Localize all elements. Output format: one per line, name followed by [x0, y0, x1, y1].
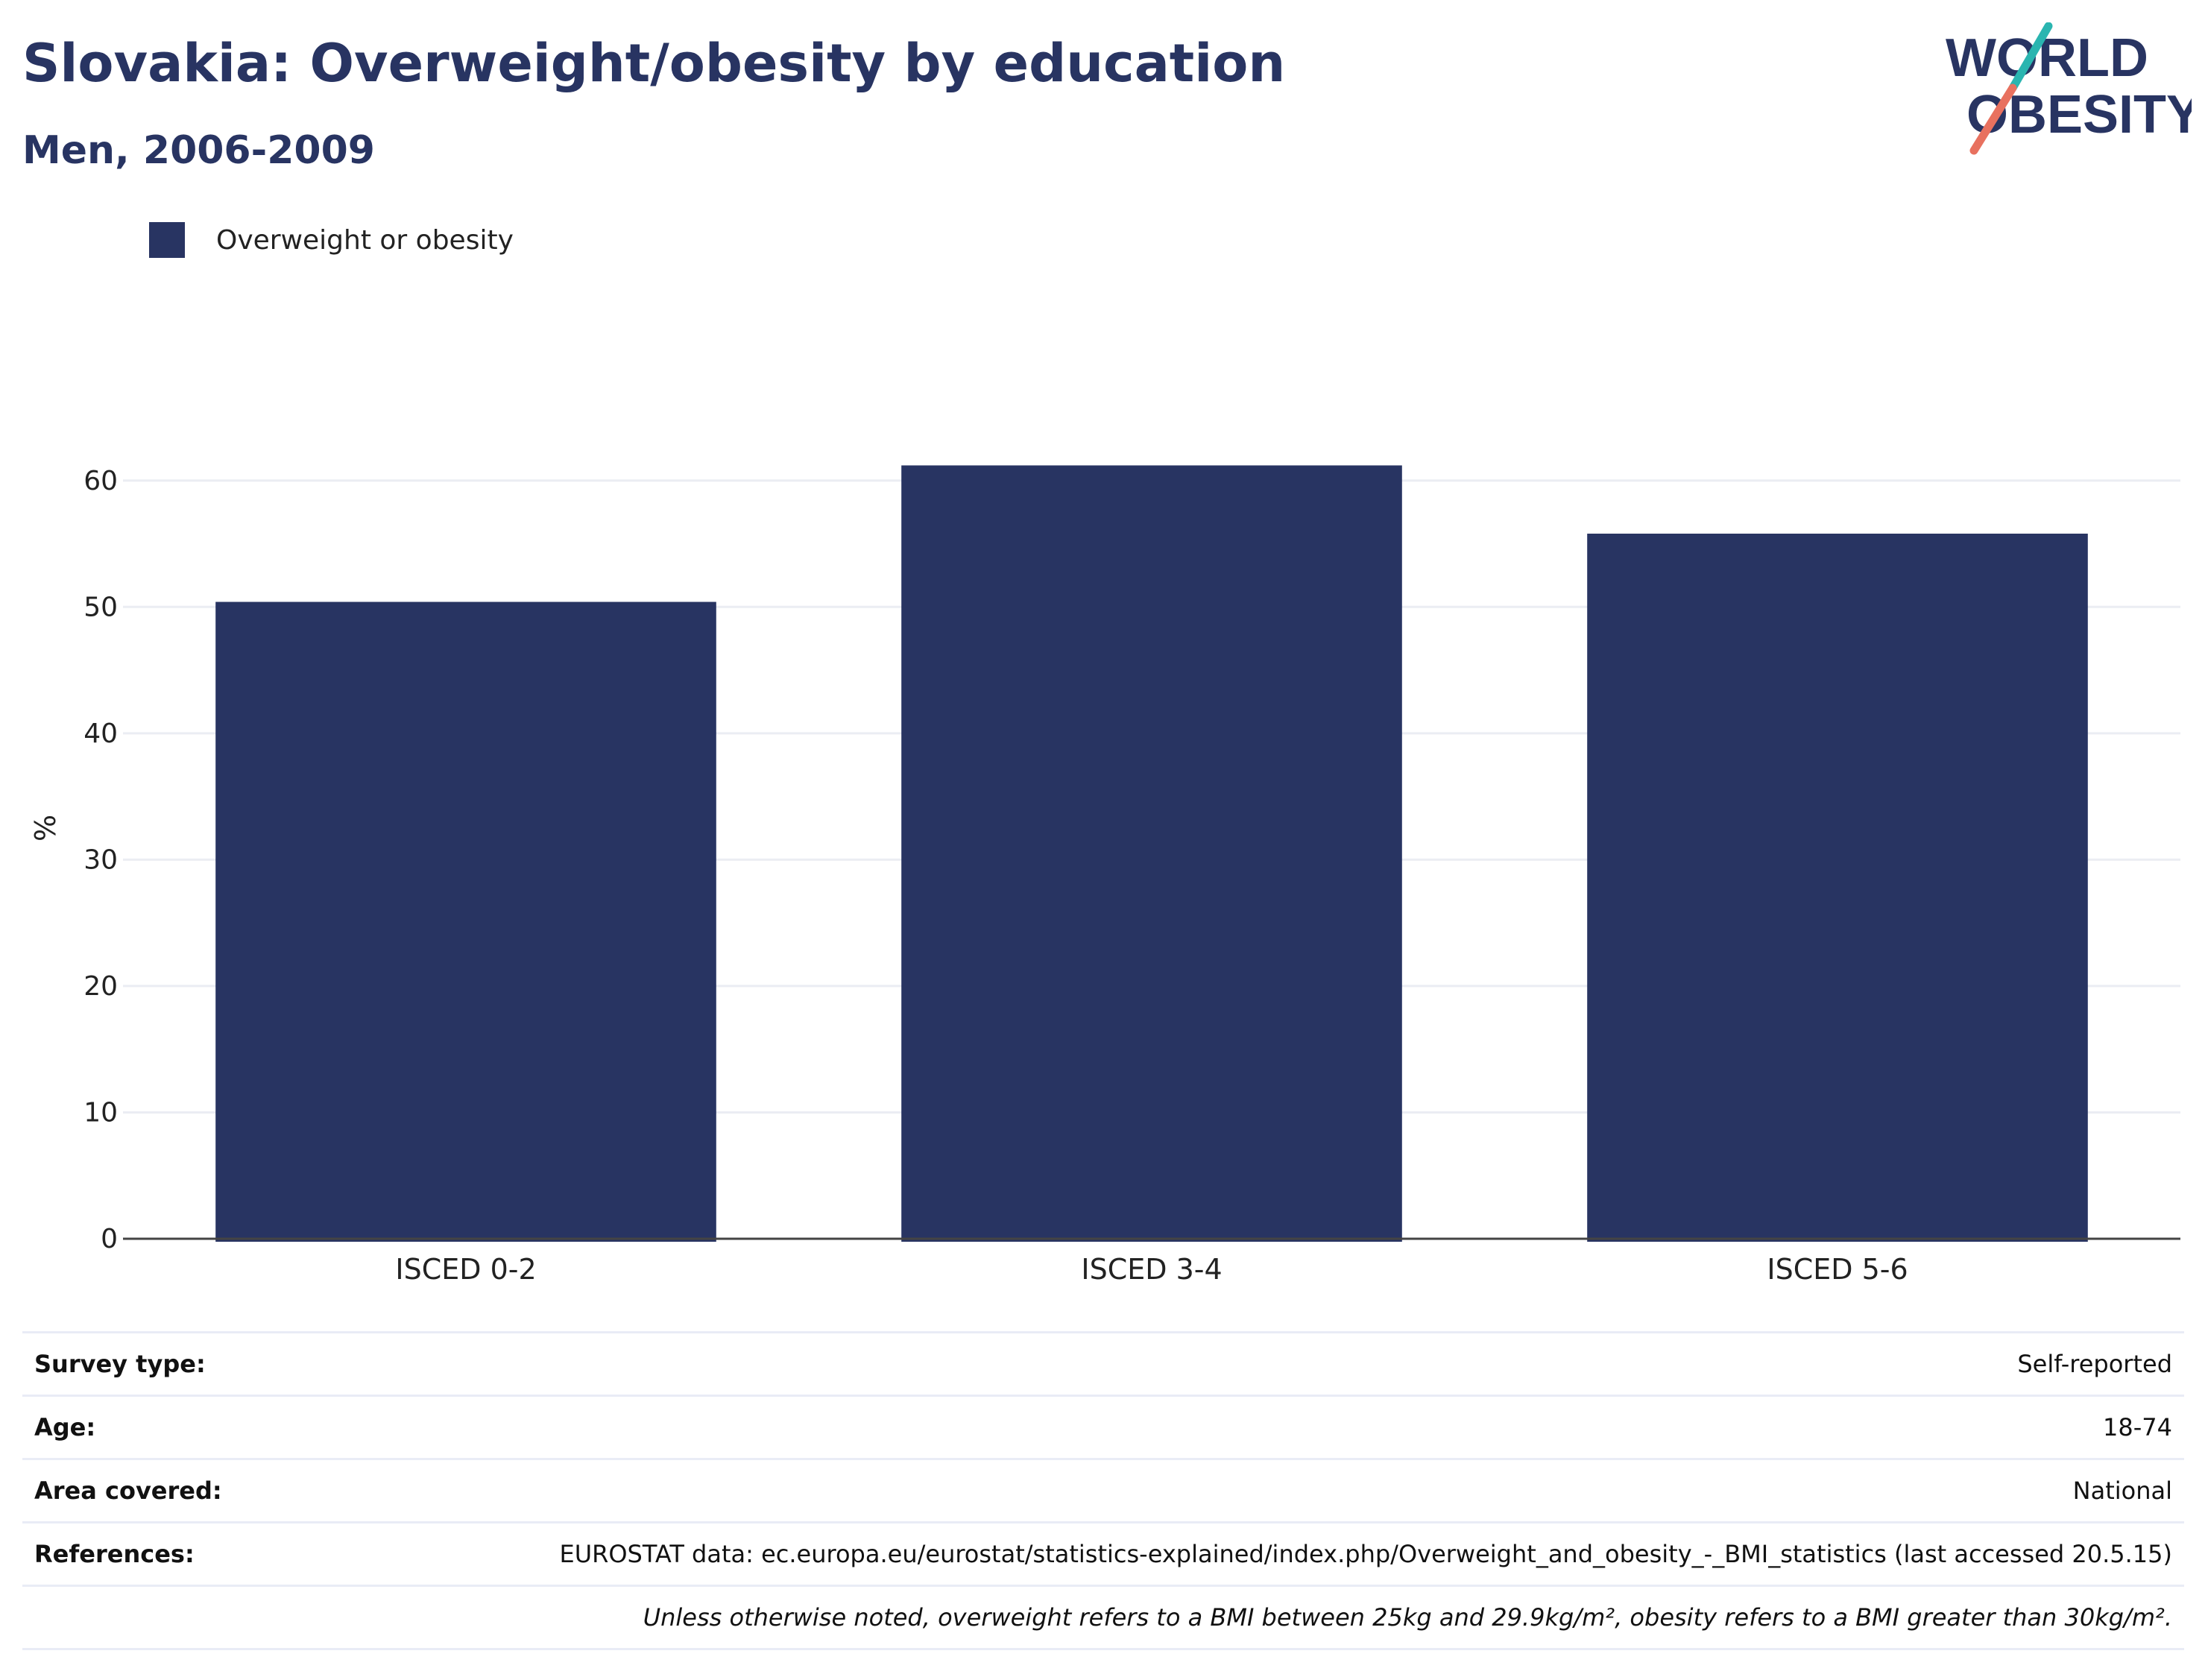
bmi-definition-note: Unless otherwise noted, overweight refer… — [22, 1585, 2184, 1650]
chart-title: Slovakia: Overweight/obesity by educatio… — [22, 33, 1286, 94]
world-obesity-logo: WORLD OBESITY — [1946, 22, 2192, 155]
y-tick-label: 0 — [101, 1224, 118, 1254]
info-label: Age: — [22, 1395, 270, 1460]
info-label: References: — [22, 1522, 270, 1587]
y-tick-label: 50 — [83, 592, 118, 622]
info-row: References: EUROSTAT data: ec.europa.eu/e… — [22, 1522, 2184, 1587]
info-row: Age: 18-74 — [22, 1395, 2184, 1460]
bar — [1587, 533, 2088, 1242]
bar — [901, 465, 1402, 1242]
info-label: Survey type: — [22, 1331, 270, 1397]
info-value: National — [269, 1459, 2184, 1523]
y-axis-title: % — [29, 815, 62, 841]
x-tick-label: ISCED 0-2 — [395, 1253, 536, 1286]
y-tick-label: 20 — [83, 971, 118, 1002]
info-value: 18-74 — [269, 1395, 2184, 1460]
x-tick-label: ISCED 5-6 — [1767, 1253, 1908, 1286]
logo-slash-top — [2008, 22, 2053, 92]
legend-swatch — [149, 222, 185, 258]
info-row: Survey type: Self-reported — [22, 1331, 2184, 1397]
legend-label: Overweight or obesity — [216, 224, 514, 256]
chart-subtitle: Men, 2006-2009 — [22, 128, 375, 173]
y-tick-label: 30 — [83, 844, 118, 875]
bar — [215, 601, 716, 1242]
bar-chart: 0 10 20 30 40 50 60% ISCED 0-2 ISCED 3-4 ISCED 5-… — [29, 465, 2180, 1286]
bars — [215, 465, 2088, 1242]
info-table: Survey type: Self-reported Age: 18-74 Area c… — [22, 1331, 2184, 1650]
logo-text-world: WORLD — [1946, 28, 2148, 88]
x-tick-label: ISCED 3-4 — [1081, 1253, 1222, 1286]
info-label: Area covered: — [22, 1459, 270, 1523]
axes: 0 10 20 30 40 50 60% ISCED 0-2 ISCED 3-4 ISCED 5-… — [29, 466, 2180, 1286]
legend[interactable]: Overweight or obesity — [149, 221, 514, 259]
y-tick-label: 10 — [83, 1097, 118, 1128]
logo-slash-bottom — [1969, 83, 2017, 155]
y-tick-label: 60 — [83, 466, 118, 496]
y-tick-label: 40 — [83, 719, 118, 749]
info-note-row: Unless otherwise noted, overweight refer… — [22, 1585, 2184, 1650]
info-row: Area covered: National — [22, 1459, 2184, 1523]
info-value: EUROSTAT data: ec.europa.eu/eurostat/sta… — [269, 1522, 2184, 1587]
info-value: Self-reported — [269, 1331, 2184, 1397]
